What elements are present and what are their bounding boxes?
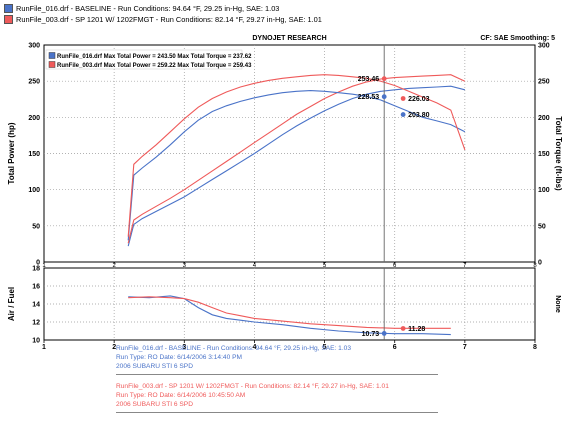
run2-info-line: RunFile_003.drf - SP 1201 W/ 1202FMGT - … xyxy=(116,383,389,390)
max-box-line1: RunFile_016.drf Max Total Power = 243.50… xyxy=(57,54,252,60)
data-marker-label: 228.53 xyxy=(358,94,380,101)
x-tick-label: 2 xyxy=(112,263,116,269)
y2-tick-label: 150 xyxy=(538,151,550,158)
data-marker xyxy=(400,112,406,117)
max-box-swatch xyxy=(48,52,56,59)
divider xyxy=(116,374,438,375)
x-tick-label: 3 xyxy=(182,344,186,351)
series-line-power-runfile-003-drf xyxy=(127,74,466,244)
max-box-line2: RunFile_003.drf Max Total Power = 259.22… xyxy=(57,63,252,69)
run1-info: RunFile_016.drf - BASELINE - Run Conditi… xyxy=(116,344,351,371)
data-marker xyxy=(400,326,406,331)
y-tick-label: 200 xyxy=(28,115,40,122)
x-tick-label: 4 xyxy=(253,263,257,269)
run1-info-line: 2006 SUBARU STI 6 SPD xyxy=(116,363,193,370)
data-marker-label: 11.28 xyxy=(408,326,425,333)
data-marker-label: 203.80 xyxy=(408,112,430,119)
series-line-airfuel-runfile-016-drf xyxy=(128,295,451,336)
run2-info-line: Run Type: RO Date: 6/14/2006 10:45:50 AM xyxy=(116,392,246,399)
data-marker xyxy=(381,94,387,100)
y2-tick-label: 200 xyxy=(538,115,550,122)
y-tick-label: 250 xyxy=(28,79,40,86)
data-marker-label: 10.73 xyxy=(362,331,380,338)
y2-axis-label: Total Torque (ft-lbs) xyxy=(554,116,563,191)
y-tick-label: 12 xyxy=(32,320,40,327)
run1-info-line: Run Type: RO Date: 6/14/2006 3:14:40 PM xyxy=(116,354,242,361)
y-axis-label: Air / Fuel xyxy=(7,287,16,321)
series-line-torque-runfile-003-drf xyxy=(127,74,466,237)
max-box xyxy=(45,49,243,70)
x-tick-label: 1 xyxy=(42,263,46,269)
y2-tick-label: 300 xyxy=(538,43,550,50)
y-tick-label: 150 xyxy=(28,151,40,158)
legend-run2: RunFile_003.drf - SP 1201 W/ 1202FMGT - … xyxy=(4,14,322,25)
x-tick-label: 2 xyxy=(112,344,116,351)
x-tick-label: 4 xyxy=(252,344,256,351)
legend-run2-text: RunFile_003.drf - SP 1201 W/ 1202FMGT - … xyxy=(16,15,322,24)
data-marker-label: 253.46 xyxy=(358,76,380,83)
x-tick-label: 5 xyxy=(323,263,327,269)
y-tick-label: 50 xyxy=(32,223,40,230)
data-marker xyxy=(381,76,387,82)
data-marker-label: 226.03 xyxy=(408,96,430,103)
run2-info-line: 2006 SUBARU STI 6 SPD xyxy=(116,401,193,408)
x-tick-label: 6 xyxy=(393,263,397,269)
legend-swatch-run1 xyxy=(4,4,13,13)
y-tick-label: 0 xyxy=(36,260,40,267)
y2-axis-label: None xyxy=(554,295,561,313)
y-tick-label: 14 xyxy=(32,302,40,309)
series-line-power-runfile-016-drf xyxy=(127,85,466,247)
series-line-airfuel-runfile-003-drf xyxy=(128,296,451,329)
x-tick-label: 3 xyxy=(183,263,187,269)
data-marker xyxy=(381,331,387,336)
x-tick-label: 8 xyxy=(533,263,537,269)
y-tick-label: 10 xyxy=(32,338,40,345)
y-tick-label: 16 xyxy=(32,284,40,291)
cf-label: CF: SAE Smoothing: 5 xyxy=(480,35,555,42)
x-tick-label: 6 xyxy=(393,344,397,351)
run-legend: RunFile_016.drf - BASELINE - Run Conditi… xyxy=(4,3,322,25)
x-tick-label: 8 xyxy=(533,344,537,351)
y2-tick-label: 0 xyxy=(538,260,542,267)
series-line-torque-runfile-016-drf xyxy=(127,90,466,241)
y-axis-label: Total Power (hp) xyxy=(7,122,16,184)
run2-info: RunFile_003.drf - SP 1201 W/ 1202FMGT - … xyxy=(116,382,389,409)
max-box-swatch xyxy=(48,61,56,68)
y2-tick-label: 50 xyxy=(538,223,546,230)
x-tick-label: 1 xyxy=(42,344,46,351)
y2-tick-label: 100 xyxy=(538,187,550,194)
x-tick-label: 5 xyxy=(323,344,327,351)
y-tick-label: 18 xyxy=(32,266,40,273)
legend-run1-text: RunFile_016.drf - BASELINE - Run Conditi… xyxy=(16,4,280,13)
x-tick-label: 7 xyxy=(463,263,467,269)
y-tick-label: 300 xyxy=(28,43,40,50)
legend-swatch-run2 xyxy=(4,15,13,24)
data-marker xyxy=(400,96,406,101)
legend-run1: RunFile_016.drf - BASELINE - Run Conditi… xyxy=(4,3,322,14)
run1-info-line: RunFile_016.drf - BASELINE - Run Conditi… xyxy=(116,345,352,352)
y-tick-label: 100 xyxy=(28,187,40,194)
brand-title: DYNOJET RESEARCH xyxy=(252,35,326,42)
x-tick-label: 7 xyxy=(463,344,467,351)
y2-tick-label: 250 xyxy=(538,79,550,86)
divider xyxy=(116,412,438,413)
